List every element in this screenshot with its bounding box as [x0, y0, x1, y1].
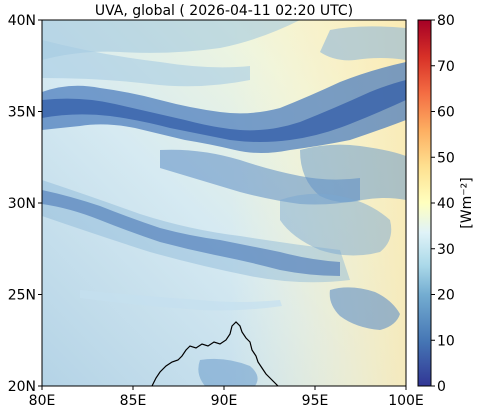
cloud-band-28n-halo: [42, 180, 350, 283]
x-axis-ticks: [41, 386, 407, 390]
colorbar-tick-label: 50: [437, 150, 455, 166]
cloud-patch-bay: [198, 358, 258, 386]
x-tick-label: 100E: [388, 393, 424, 409]
colorbar-label: [Wm⁻²]: [459, 177, 475, 228]
y-axis-labels: 40N 35N 30N 25N 20N: [8, 13, 36, 395]
cloud-patch-ne-india: [280, 193, 392, 256]
map-plot: [42, 20, 406, 386]
colorbar-ticks: [431, 19, 435, 387]
y-tick-label: 25N: [8, 288, 36, 304]
cloud-haze-north: [42, 20, 300, 60]
cloud-band-28n: [42, 190, 340, 276]
colorbar-tick-label: 10: [437, 333, 455, 349]
cloud-patch-central: [160, 149, 360, 205]
cloud-haze-upper-left: [42, 40, 250, 87]
colorbar: 80 70 60 50 40 30 20 10 0 [Wm⁻²]: [417, 13, 475, 395]
colorbar-tick-label: 80: [437, 13, 455, 29]
colorbar-tick-label: 40: [437, 196, 455, 212]
colorbar-tick-label: 60: [437, 105, 455, 121]
x-tick-label: 80E: [29, 393, 56, 409]
cloud-band-35n-core: [42, 80, 406, 142]
y-axis-ticks: [38, 19, 42, 387]
cloud-patch-north-east: [320, 26, 406, 61]
y-tick-label: 35N: [8, 105, 36, 121]
colorbar-gradient: [417, 19, 432, 387]
cloud-patch-southeast: [329, 287, 400, 330]
coastline: [151, 321, 279, 386]
x-axis-labels: 80E 85E 90E 95E 100E: [29, 393, 424, 409]
map-title: UVA, global ( 2026-04-11 02:20 UTC): [95, 3, 353, 19]
x-tick-label: 95E: [302, 393, 329, 409]
cloud-wisp-south-1: [80, 290, 282, 311]
x-tick-label: 90E: [211, 393, 238, 409]
x-tick-label: 85E: [120, 393, 147, 409]
colorbar-tick-label: 70: [437, 59, 455, 75]
colorbar-tick-label: 0: [437, 379, 446, 395]
colorbar-tick-label: 20: [437, 288, 455, 304]
y-tick-label: 30N: [8, 196, 36, 212]
y-tick-label: 20N: [8, 379, 36, 395]
y-tick-label: 40N: [8, 13, 36, 29]
colorbar-tick-label: 30: [437, 242, 455, 258]
